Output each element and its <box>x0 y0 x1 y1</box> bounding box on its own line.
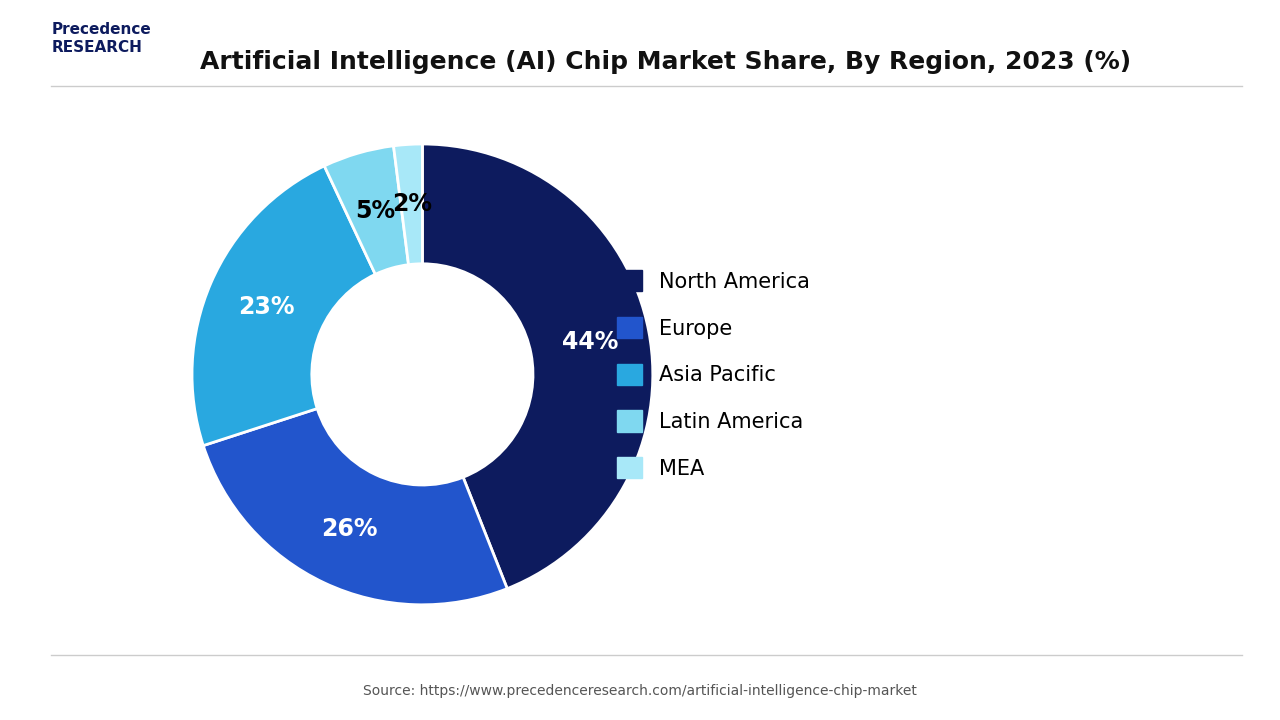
Text: 5%: 5% <box>355 199 396 222</box>
Text: 26%: 26% <box>321 517 378 541</box>
Wedge shape <box>422 144 653 589</box>
Text: Precedence
RESEARCH: Precedence RESEARCH <box>51 22 151 55</box>
Legend: North America, Europe, Asia Pacific, Latin America, MEA: North America, Europe, Asia Pacific, Lat… <box>617 270 810 479</box>
Text: 2%: 2% <box>392 192 431 216</box>
Wedge shape <box>324 146 408 274</box>
Text: Artificial Intelligence (AI) Chip Market Share, By Region, 2023 (%): Artificial Intelligence (AI) Chip Market… <box>200 50 1132 74</box>
Text: 44%: 44% <box>562 330 618 354</box>
Text: 23%: 23% <box>238 294 294 319</box>
Wedge shape <box>393 144 422 265</box>
Wedge shape <box>192 166 375 446</box>
Text: Source: https://www.precedenceresearch.com/artificial-intelligence-chip-market: Source: https://www.precedenceresearch.c… <box>364 684 916 698</box>
Wedge shape <box>204 408 507 605</box>
